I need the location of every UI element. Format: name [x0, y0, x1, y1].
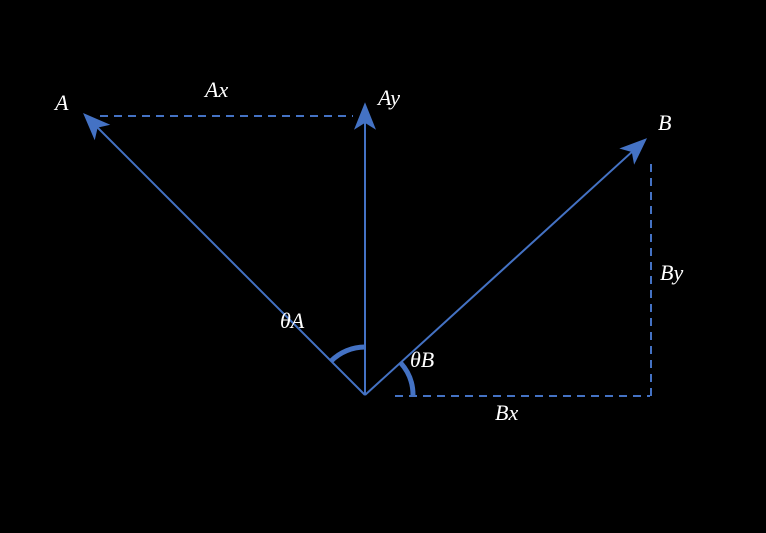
- vector-diagram: [0, 0, 766, 533]
- label-ay: Ay: [378, 85, 400, 111]
- label-by: By: [660, 260, 683, 286]
- label-a: A: [55, 90, 68, 116]
- vector-b: [365, 140, 645, 395]
- label-theta-a: θA: [280, 308, 304, 334]
- vector-a: [85, 115, 365, 395]
- label-ax: Ax: [205, 77, 228, 103]
- label-b: B: [658, 110, 671, 136]
- angle-arc-theta-a: [331, 347, 365, 361]
- label-bx: Bx: [495, 400, 518, 426]
- label-theta-b: θB: [410, 347, 434, 373]
